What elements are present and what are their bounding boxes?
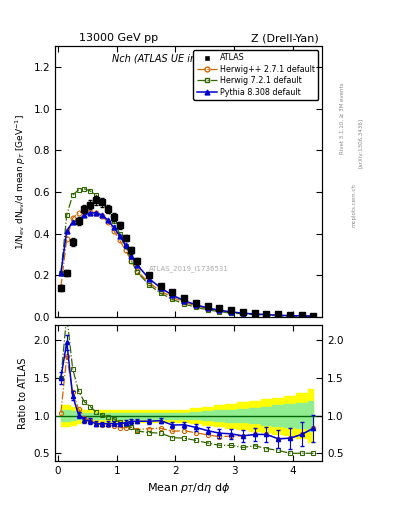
Text: 13000 GeV pp: 13000 GeV pp	[79, 33, 158, 43]
X-axis label: Mean $p_T$/d$\eta$ d$\phi$: Mean $p_T$/d$\eta$ d$\phi$	[147, 481, 230, 495]
Text: [arXiv:1306.3436]: [arXiv:1306.3436]	[358, 118, 363, 168]
Y-axis label: 1/N$_\mathregular{ev}$ dN$_\mathregular{ev}$/d mean $p_T$ [GeV$^{-1}$]: 1/N$_\mathregular{ev}$ dN$_\mathregular{…	[14, 114, 28, 249]
Legend: ATLAS, Herwig++ 2.7.1 default, Herwig 7.2.1 default, Pythia 8.308 default: ATLAS, Herwig++ 2.7.1 default, Herwig 7.…	[193, 50, 318, 100]
Text: Z (Drell-Yan): Z (Drell-Yan)	[251, 33, 318, 43]
Text: Nch (ATLAS UE in Z production): Nch (ATLAS UE in Z production)	[112, 54, 265, 64]
Text: mcplots.cern.ch: mcplots.cern.ch	[352, 183, 357, 227]
Text: Rivet 3.1.10, ≥ 3M events: Rivet 3.1.10, ≥ 3M events	[340, 82, 345, 154]
Y-axis label: Ratio to ATLAS: Ratio to ATLAS	[18, 357, 28, 429]
Text: ATLAS_2019_I1736531: ATLAS_2019_I1736531	[149, 265, 229, 272]
